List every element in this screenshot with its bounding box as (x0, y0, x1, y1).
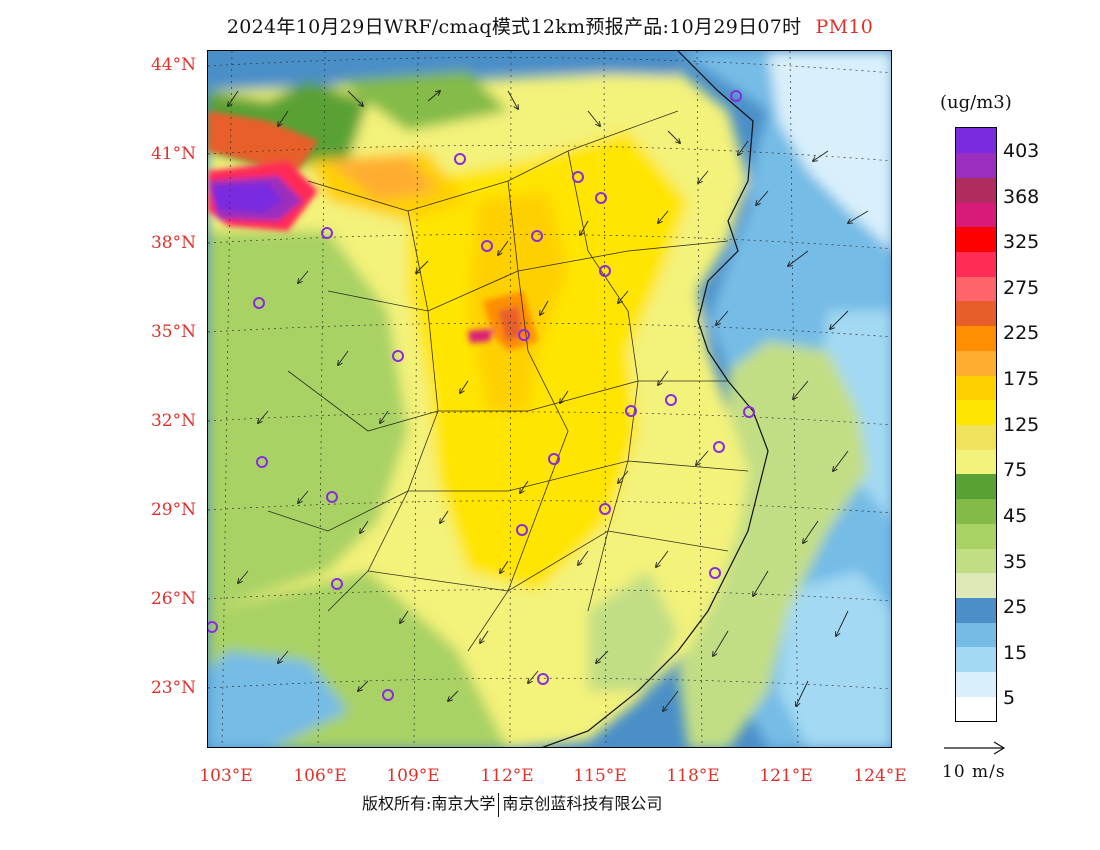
lon-label: 109°E (386, 766, 440, 786)
color-bar-swatch (956, 449, 996, 475)
color-bar-swatch (956, 152, 996, 178)
map-panel (207, 50, 892, 748)
lon-label: 115°E (573, 766, 627, 786)
color-bar-swatch (956, 128, 996, 154)
color-bar-swatch (956, 572, 996, 598)
lon-label: 106°E (293, 766, 347, 786)
color-bar-swatch (956, 523, 996, 549)
color-bar-swatch (956, 622, 996, 648)
lat-label: 32°N (150, 411, 196, 431)
color-bar-swatch (956, 646, 996, 673)
lat-label: 29°N (150, 500, 196, 520)
color-bar-swatch (956, 597, 996, 623)
color-bar-swatch (956, 399, 996, 425)
color-bar-tick-label: 25 (1003, 596, 1028, 619)
color-bar-swatch (956, 251, 996, 277)
color-bar-swatch (956, 226, 996, 253)
lon-label: 124°E (853, 766, 907, 786)
lat-label: 26°N (150, 589, 196, 609)
map-title: 2024年10月29日WRF/cmaq模式12km预报产品:10月29日07时 P… (0, 12, 1100, 39)
color-bar-tick-label: 15 (1003, 641, 1028, 664)
color-bar-tick-label: 175 (1003, 368, 1040, 391)
color-bar-swatch (956, 276, 996, 302)
color-bar (955, 127, 997, 722)
color-bar-tick-label: 35 (1003, 550, 1028, 573)
color-bar-swatch (956, 177, 996, 203)
lat-label: 23°N (150, 678, 196, 698)
lat-label: 44°N (150, 55, 196, 75)
lon-label: 103°E (199, 766, 253, 786)
station-markers (208, 90, 755, 701)
wind-reference-arrow (942, 740, 1008, 760)
color-bar-tick-label: 75 (1003, 459, 1028, 482)
color-bar-swatch (956, 424, 996, 450)
lon-label: 121°E (759, 766, 813, 786)
color-bar-swatch (956, 548, 996, 574)
concentration-field (208, 51, 891, 747)
color-bar-tick-label: 325 (1003, 231, 1040, 254)
color-bar-tick-label: 45 (1003, 504, 1028, 527)
lat-label: 41°N (150, 144, 196, 164)
color-bar-swatch (956, 325, 996, 351)
copyright-left: 版权所有:南京大学 (362, 794, 496, 813)
copyright-footer: 版权所有:南京大学 南京创蓝科技有限公司 (362, 790, 662, 817)
title-text: 2024年10月29日WRF/cmaq模式12km预报产品:10月29日07时 (226, 16, 802, 38)
color-bar-tick-label: 403 (1003, 140, 1040, 162)
color-bar-swatch (956, 473, 996, 500)
color-bar-swatch (956, 300, 996, 327)
color-bar-swatch (956, 375, 996, 401)
lon-label: 112°E (480, 766, 534, 786)
color-bar-swatch (956, 671, 996, 697)
lon-label: 118°E (666, 766, 720, 786)
color-bar-tick-label: 368 (1003, 185, 1040, 208)
color-bar-tick-label: 275 (1003, 276, 1040, 299)
color-bar-swatch (956, 498, 996, 524)
color-bar-swatch (956, 696, 996, 722)
copyright-right: 南京创蓝科技有限公司 (502, 794, 663, 813)
legend-unit: (ug/m3) (940, 92, 1012, 113)
pollutant-label: PM10 (815, 16, 874, 38)
lat-label: 35°N (150, 322, 196, 342)
footer-divider (498, 792, 500, 817)
color-bar-swatch (956, 202, 996, 228)
wind-reference-label: 10 m/s (942, 762, 1006, 782)
lat-label: 38°N (150, 233, 196, 253)
color-bar-swatch (956, 350, 996, 376)
color-bar-tick-label: 125 (1003, 413, 1040, 436)
color-bar-tick-label: 5 (1003, 687, 1016, 710)
color-bar-tick-label: 225 (1003, 322, 1040, 345)
